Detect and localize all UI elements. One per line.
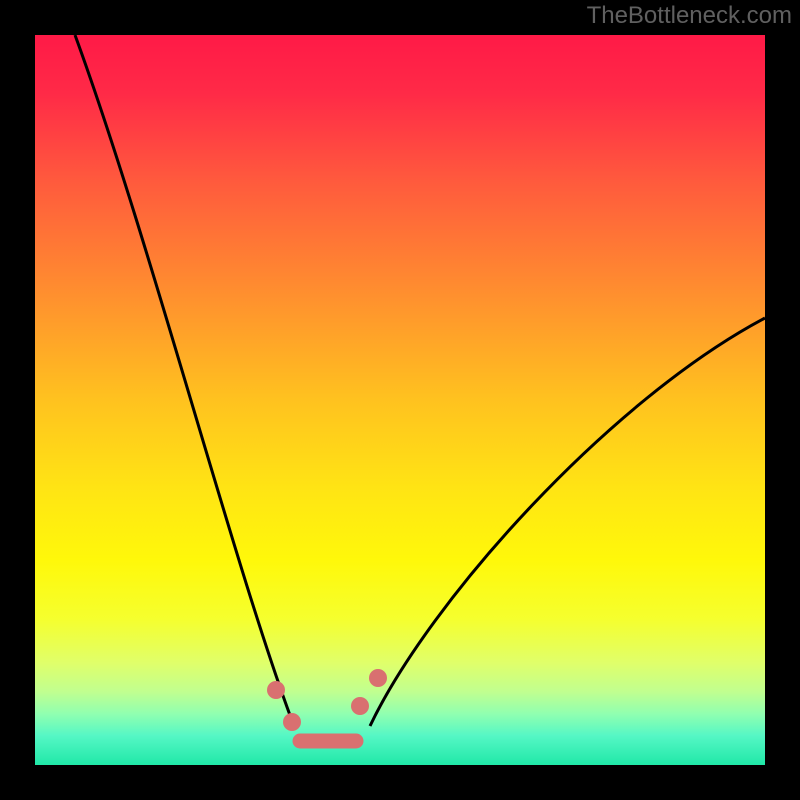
- plot-background: [35, 35, 765, 765]
- watermark-text: TheBottleneck.com: [587, 2, 792, 30]
- chart-canvas: TheBottleneck.com: [0, 0, 800, 800]
- bottleneck-chart: [0, 0, 800, 800]
